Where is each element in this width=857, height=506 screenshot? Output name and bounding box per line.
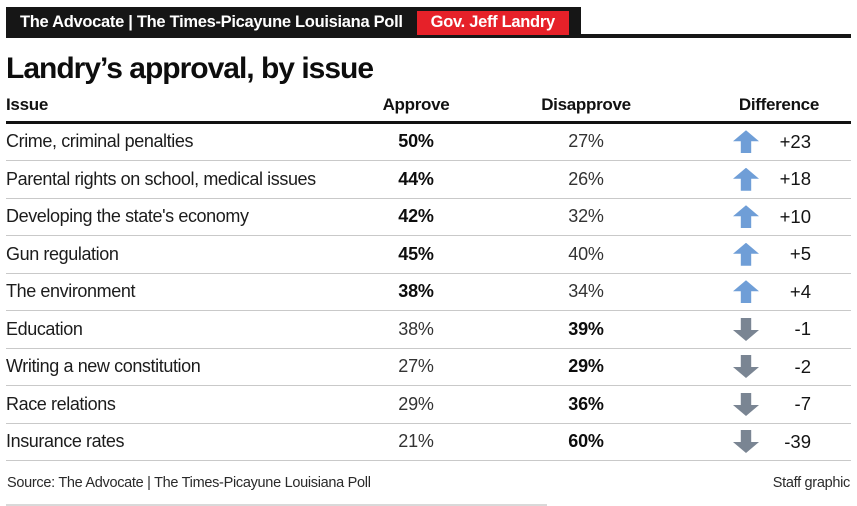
down-arrow-icon [733,393,759,416]
approve-value: 42% [398,206,434,227]
up-arrow-icon [733,167,759,191]
brand-text: The Advocate | The Times-Picayune Louisi… [20,13,403,31]
disapprove-value: 26% [568,168,604,189]
table-row: The environment 38% 34% +4 [6,274,851,311]
up-arrow-icon [733,130,759,154]
table-row: Parental rights on school, medical issue… [6,161,851,199]
disapprove-value: 29% [568,356,604,377]
difference-cell: -2 [681,355,851,378]
up-arrow-icon [733,280,759,304]
table-row: Developing the state's economy 42% 32% +… [6,199,851,236]
approve-value: 44% [398,168,434,189]
difference-value: +4 [789,280,811,302]
difference-cell: +23 [681,130,851,154]
topic-badge: Gov. Jeff Landry [416,10,569,35]
disapprove-value: 27% [568,131,604,152]
table-row: Writing a new constitution 27% 29% -2 [6,349,851,386]
difference-value: +23 [779,130,811,152]
column-header-approve: Approve [382,94,450,114]
banner-rule [580,34,851,38]
disapprove-value: 60% [568,431,604,452]
table-row: Race relations 29% 36% -7 [6,386,851,424]
difference-value: -39 [784,430,811,452]
difference-cell: -7 [681,393,851,416]
difference-cell: -39 [681,430,851,453]
down-arrow-icon [733,355,759,378]
issue-label: Race relations [6,393,116,414]
approve-value: 38% [398,318,434,339]
approve-value: 50% [398,131,434,152]
approve-value: 38% [398,281,434,302]
approve-value: 29% [398,393,434,414]
column-header-disapprove: Disapprove [541,94,631,114]
difference-value: -7 [794,393,811,415]
disapprove-value: 40% [568,243,604,264]
difference-value: -2 [794,355,811,377]
issue-label: The environment [6,281,136,302]
table-header: Issue Approve Disapprove Difference [6,95,851,124]
down-arrow-icon [733,318,759,341]
difference-value: +18 [779,168,811,190]
top-banner: The Advocate | The Times-Picayune Louisi… [6,7,851,38]
difference-cell: +18 [681,167,851,191]
difference-value: +5 [789,243,811,265]
up-arrow-icon [733,242,759,266]
difference-cell: +4 [681,280,851,304]
issue-label: Crime, criminal penalties [6,131,194,152]
difference-value: +10 [779,205,811,227]
disapprove-value: 32% [568,206,604,227]
page-title: Landry’s approval, by issue [6,52,374,85]
source-line: Source: The Advocate | The Times-Picayun… [7,475,371,491]
column-header-difference: Difference [738,94,819,114]
brand-bar: The Advocate | The Times-Picayune Louisi… [6,7,581,38]
difference-cell: +5 [681,242,851,266]
approval-table: Issue Approve Disapprove Difference Crim… [6,95,851,461]
issue-label: Parental rights on school, medical issue… [6,168,316,189]
table-body: Crime, criminal penalties 50% 27% +23 Pa… [6,124,851,461]
column-header-issue: Issue [6,94,48,114]
issue-label: Gun regulation [6,243,119,264]
table-row: Gun regulation 45% 40% +5 [6,236,851,274]
issue-label: Insurance rates [6,431,125,452]
issue-label: Education [6,318,83,339]
issue-label: Developing the state's economy [6,206,249,227]
difference-value: -1 [794,318,811,340]
issue-label: Writing a new constitution [6,356,201,377]
table-row: Insurance rates 21% 60% -39 [6,424,851,461]
difference-cell: +10 [681,205,851,229]
approve-value: 45% [398,243,434,264]
down-arrow-icon [733,430,759,453]
disapprove-value: 39% [568,318,604,339]
footer: Source: The Advocate | The Times-Picayun… [6,475,851,491]
table-row: Crime, criminal penalties 50% 27% +23 [6,124,851,161]
approve-value: 27% [398,356,434,377]
table-row: Education 38% 39% -1 [6,311,851,349]
difference-cell: -1 [681,318,851,341]
up-arrow-icon [733,205,759,229]
approve-value: 21% [398,431,434,452]
credit-line: Staff graphic [772,475,851,491]
disapprove-value: 36% [568,393,604,414]
disapprove-value: 34% [568,281,604,302]
